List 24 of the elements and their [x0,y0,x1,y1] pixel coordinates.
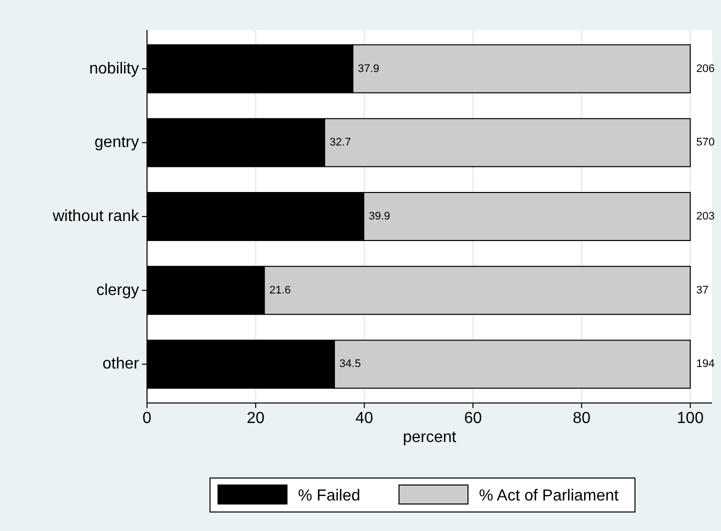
annotation: 206 [696,62,715,75]
x-axis-title: percent [402,429,457,446]
data-label: 37.9 [358,62,380,75]
x-tick-label: 100 [676,410,704,427]
annotation: 203 [696,210,715,222]
data-label: 39.9 [368,210,390,222]
y-tick-label: nobility [89,60,139,78]
data-label: 32.7 [330,136,352,149]
y-tick-label: other [102,356,140,373]
legend-label: % Failed [298,488,360,504]
x-tick-label: 40 [355,410,374,427]
annotation: 570 [696,136,715,149]
legend-label: % Act of Parliament [479,488,620,504]
data-label: 34.5 [339,358,361,370]
x-tick-label: 20 [246,410,265,427]
y-tick-label: without rank [52,208,140,225]
annotation: 37 [696,284,709,296]
x-tick-label: 0 [142,410,152,427]
x-tick-label: 60 [464,410,482,427]
y-tick-label: gentry [94,134,139,152]
annotation: 194 [696,358,715,370]
x-tick-label: 80 [572,410,591,427]
data-label: 21.6 [269,284,291,296]
y-tick-label: clergy [96,282,139,299]
